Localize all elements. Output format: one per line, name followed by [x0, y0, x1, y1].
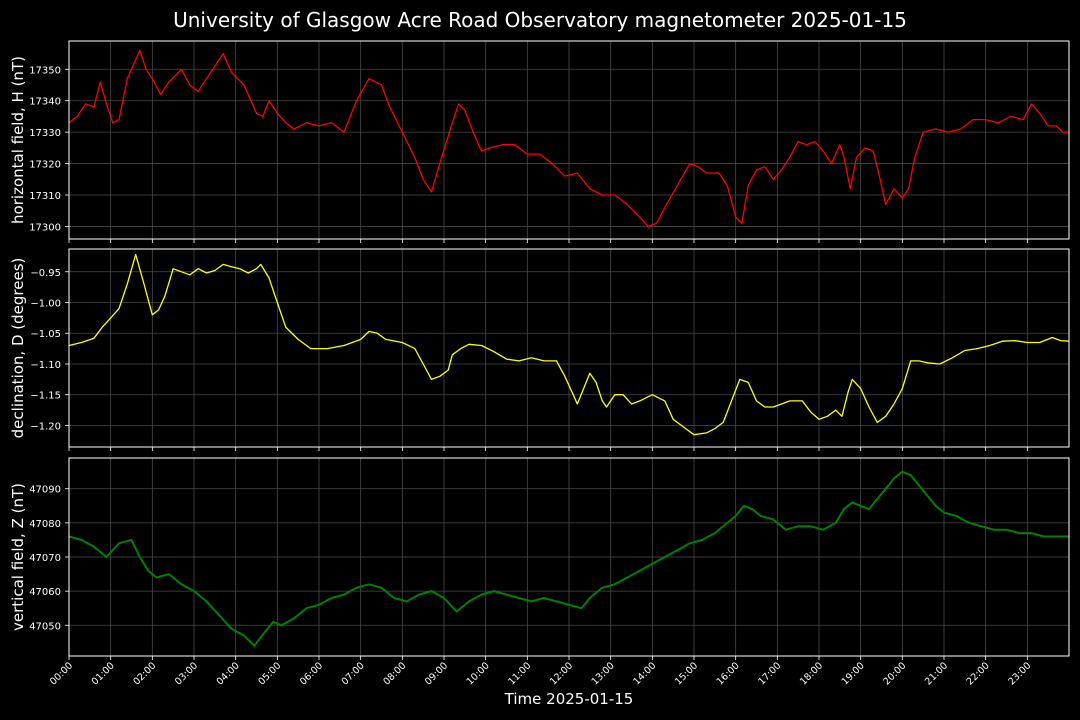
x-tick-label: 15:00 — [673, 660, 700, 687]
x-tick-label: 16:00 — [715, 660, 742, 687]
panel-H-ylabel: horizontal field, H (nT) — [9, 56, 27, 224]
panel-Z-ylabel: vertical field, Z (nT) — [9, 483, 27, 631]
series-D-line — [68, 253, 1070, 436]
panel-H-ytick-label: 17300 — [29, 222, 61, 233]
x-tick-label: 14:00 — [631, 660, 658, 687]
panel-Z-ytick-label: 47090 — [29, 485, 61, 496]
panel-H-frame — [68, 40, 1070, 240]
panel-Z-ytick-label: 47060 — [29, 587, 61, 598]
x-tick-label: 03:00 — [173, 660, 200, 687]
x-tick-label: 02:00 — [131, 660, 158, 687]
x-tick-label: 08:00 — [381, 660, 408, 687]
x-tick-label: 00:00 — [48, 660, 75, 687]
x-tick-label: 23:00 — [1006, 660, 1033, 687]
panel-D-ylabel: declination, D (degrees) — [9, 258, 27, 439]
panel-H-ytick-label: 17350 — [29, 65, 61, 76]
x-tick-label: 20:00 — [881, 660, 908, 687]
panel-D-ytick-label: −1.00 — [30, 298, 61, 309]
panel-H-ytick-label: 17320 — [29, 160, 61, 171]
x-axis-label: Time 2025-01-15 — [504, 690, 634, 708]
panel-D-frame — [68, 248, 1070, 448]
panel-Z-ytick-label: 47080 — [29, 519, 61, 530]
x-tick-label: 01:00 — [90, 660, 117, 687]
panel-D-ytick-label: −1.20 — [30, 421, 61, 432]
panel-Z-ytick-label: 47050 — [29, 621, 61, 632]
panel-D-ytick-label: −1.10 — [30, 360, 61, 371]
x-tick-label: 11:00 — [506, 660, 533, 687]
x-tick-label: 21:00 — [923, 660, 950, 687]
panel-Z-ytick-label: 47070 — [29, 553, 61, 564]
x-tick-label: 18:00 — [798, 660, 825, 687]
chart-title: University of Glasgow Acre Road Observat… — [173, 8, 907, 32]
x-tick-label: 22:00 — [965, 660, 992, 687]
panel-D-ytick-label: −1.15 — [30, 391, 61, 402]
series-H-line — [68, 49, 1069, 228]
x-tick-label: 10:00 — [465, 660, 492, 687]
x-tick-label: 13:00 — [590, 660, 617, 687]
panel-H-ytick-label: 17330 — [29, 128, 61, 139]
panel-H-ytick-label: 17310 — [29, 191, 61, 202]
x-tick-label: 05:00 — [256, 660, 283, 687]
x-tick-label: 07:00 — [340, 660, 367, 687]
x-tick-label: 17:00 — [756, 660, 783, 687]
x-tick-label: 04:00 — [215, 660, 242, 687]
panel-D-ytick-label: −0.95 — [30, 268, 61, 279]
series-Z-line — [68, 470, 1069, 647]
panel-D-ytick-label: −1.05 — [30, 329, 61, 340]
x-tick-label: 12:00 — [548, 660, 575, 687]
panel-Z-frame — [68, 457, 1070, 657]
panel-H-ytick-label: 17340 — [29, 97, 61, 108]
x-tick-label: 19:00 — [840, 660, 867, 687]
x-tick-label: 09:00 — [423, 660, 450, 687]
x-tick-label: 06:00 — [298, 660, 325, 687]
